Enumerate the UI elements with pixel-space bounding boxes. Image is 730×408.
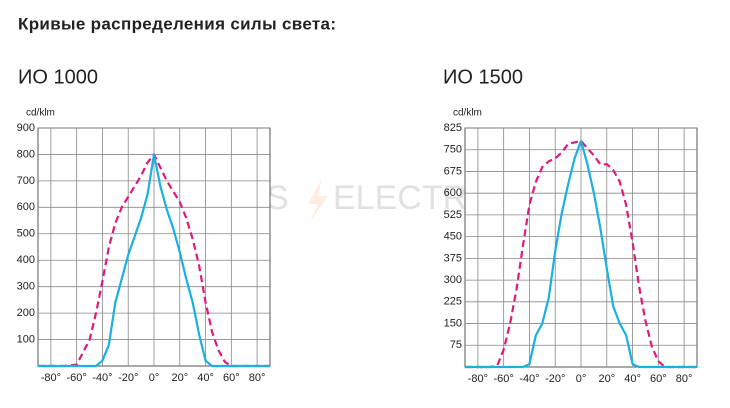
y-tick-label: 200 [17,307,35,319]
chart-title: ИО 1500 [443,66,523,88]
y-tick-label: 900 [17,122,35,134]
y-tick-label: 375 [444,252,462,264]
y-tick-label: 300 [17,281,35,293]
x-tick-label: -40° [92,372,112,384]
watermark-bolt [308,178,328,222]
x-tick-label: -20° [545,373,565,385]
x-tick-label: 80° [249,372,266,384]
x-tick-label: -20° [118,372,138,384]
x-tick-label: -80° [41,372,61,384]
y-tick-label: 400 [17,254,35,266]
data-line [38,153,270,368]
y-tick-label: 675 [444,165,462,177]
y-tick-label: 75 [450,339,462,351]
x-tick-label: 0° [576,373,587,385]
y-tick-label: 150 [444,317,462,329]
y-tick-label: 800 [17,148,35,160]
y-axis-label: cd/klm [26,108,55,119]
x-tick-label: -40° [519,373,539,385]
y-tick-label: 500 [17,228,35,240]
x-tick-label: 0° [149,372,160,384]
x-tick-label: -80° [468,373,488,385]
y-axis-label: cd/klm [453,108,482,119]
y-tick-label: 750 [444,144,462,156]
chart-title: ИО 1000 [18,66,98,88]
y-tick-label: 600 [17,201,35,213]
heading: Кривые распределения силы света: [18,14,336,33]
y-tick-label: 100 [17,333,35,345]
x-tick-label: -60° [67,372,87,384]
y-tick-label: 600 [444,187,462,199]
y-tick-label: 525 [444,209,462,221]
x-tick-label: 20° [171,372,188,384]
x-tick-label: 80° [676,373,693,385]
y-tick-label: 825 [444,122,462,134]
x-tick-label: 20° [598,373,615,385]
x-tick-label: 40° [197,372,214,384]
x-tick-label: 40° [624,373,641,385]
data-line [465,139,697,369]
data-line [465,139,697,369]
x-tick-label: 60° [650,373,667,385]
y-tick-label: 450 [444,231,462,243]
x-tick-label: -60° [494,373,514,385]
y-tick-label: 225 [444,296,462,308]
y-tick-label: 300 [444,274,462,286]
x-tick-label: 60° [223,372,240,384]
y-tick-label: 700 [17,175,35,187]
